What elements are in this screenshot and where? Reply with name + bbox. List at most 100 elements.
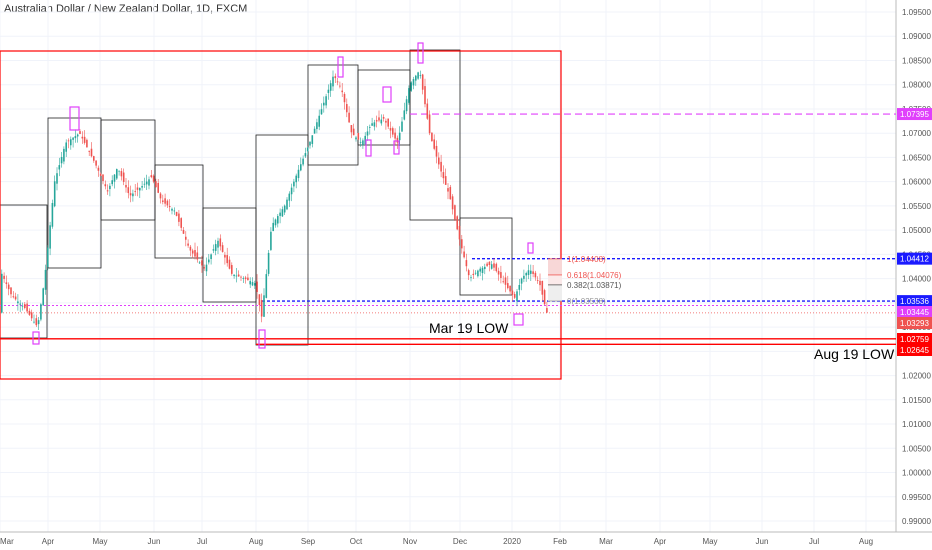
- candle-body: [19, 303, 21, 305]
- candle-body: [127, 187, 130, 194]
- price-badge: [897, 306, 932, 318]
- candle-body: [240, 276, 242, 278]
- candle-body: [539, 280, 541, 286]
- candle-body: [293, 181, 295, 187]
- candle-body: [327, 89, 330, 93]
- candle-body: [219, 238, 222, 247]
- candle-body: [378, 117, 380, 121]
- candle-body: [511, 290, 514, 295]
- candle-body: [541, 280, 544, 295]
- candle-body: [362, 140, 364, 146]
- candle-body: [191, 250, 194, 254]
- candle-body: [40, 304, 42, 320]
- x-tick-label: Jun: [756, 537, 769, 546]
- candle-body: [431, 132, 433, 141]
- candle-body: [421, 74, 424, 90]
- fib-zone: [548, 274, 562, 285]
- candle-body: [178, 213, 180, 222]
- candle-body: [295, 175, 297, 183]
- candle-body: [254, 283, 256, 286]
- candle-body: [72, 137, 74, 140]
- candle-body: [343, 93, 346, 103]
- x-tick-label: May: [702, 537, 717, 546]
- candle-body: [336, 81, 339, 83]
- candle-body: [3, 275, 5, 279]
- candle-body: [139, 187, 141, 191]
- candle-body: [530, 270, 532, 274]
- range-box: [100, 119, 156, 221]
- candle-body: [516, 291, 518, 302]
- price-badge-label: 1.03445: [900, 308, 929, 317]
- candle-body: [129, 193, 132, 196]
- candle-body: [479, 268, 481, 272]
- candle-body: [79, 131, 81, 134]
- candle-body: [394, 132, 396, 139]
- candle-body: [60, 156, 63, 164]
- candle-body: [385, 120, 387, 123]
- range-box: [459, 217, 513, 296]
- candle-body: [371, 123, 373, 126]
- candle-body: [208, 259, 210, 263]
- candle-body: [300, 164, 302, 171]
- candle-body: [63, 148, 65, 162]
- candle-body: [497, 270, 500, 275]
- candle-body: [451, 196, 454, 210]
- candle-body: [366, 131, 369, 136]
- candle-body: [267, 252, 270, 274]
- y-tick-label: 0.99000: [902, 517, 931, 526]
- candle-body: [265, 274, 268, 298]
- candle-body: [132, 193, 134, 197]
- candle-body: [109, 185, 111, 190]
- x-tick-label: Dec: [453, 537, 467, 546]
- candle-body: [467, 270, 470, 276]
- candle-body: [226, 255, 228, 264]
- candle-body: [194, 250, 196, 257]
- candle-body: [274, 219, 277, 226]
- y-tick-label: 1.00000: [902, 469, 931, 478]
- x-tick-label: Aug: [859, 537, 873, 546]
- candle-body: [134, 191, 136, 192]
- candle-body: [490, 264, 493, 269]
- candle-body: [341, 90, 343, 93]
- candle-body: [53, 181, 56, 207]
- candle-body: [136, 187, 139, 190]
- candle-body: [323, 102, 325, 106]
- candle-body: [513, 294, 516, 298]
- candle-body: [231, 265, 233, 274]
- pivot-marker: [365, 139, 372, 157]
- level-lines: [0, 113, 896, 346]
- candle-body: [272, 222, 274, 232]
- candle-body: [304, 153, 307, 157]
- candle-body: [249, 281, 251, 285]
- candle-body: [532, 271, 534, 275]
- candle-body: [47, 247, 49, 267]
- price-badge-label: 1.04412: [900, 255, 929, 264]
- candle-body: [481, 267, 484, 274]
- candle-body: [408, 88, 410, 103]
- candle-body: [352, 128, 355, 136]
- candle-body: [463, 251, 465, 258]
- candle-body: [263, 295, 265, 317]
- candle-body: [412, 79, 415, 86]
- candle-body: [534, 272, 537, 278]
- x-tick-label: Oct: [350, 537, 363, 546]
- candle-body: [242, 278, 245, 279]
- candle-body: [74, 136, 77, 139]
- candle-body: [403, 110, 406, 120]
- x-tick-label: Feb: [553, 537, 567, 546]
- x-tick-label: May: [92, 537, 107, 546]
- candle-body: [281, 209, 284, 217]
- candle-body: [37, 320, 40, 325]
- candle-body: [198, 262, 201, 264]
- candle-body: [95, 160, 97, 166]
- candle-body: [159, 193, 162, 199]
- candle-body: [302, 158, 304, 165]
- candle-body: [313, 128, 316, 134]
- range-box: [47, 117, 102, 269]
- candle-body: [70, 139, 72, 146]
- candle-body: [495, 263, 498, 272]
- grid: [0, 0, 896, 532]
- candle-body: [189, 246, 192, 251]
- candle-body: [122, 172, 125, 182]
